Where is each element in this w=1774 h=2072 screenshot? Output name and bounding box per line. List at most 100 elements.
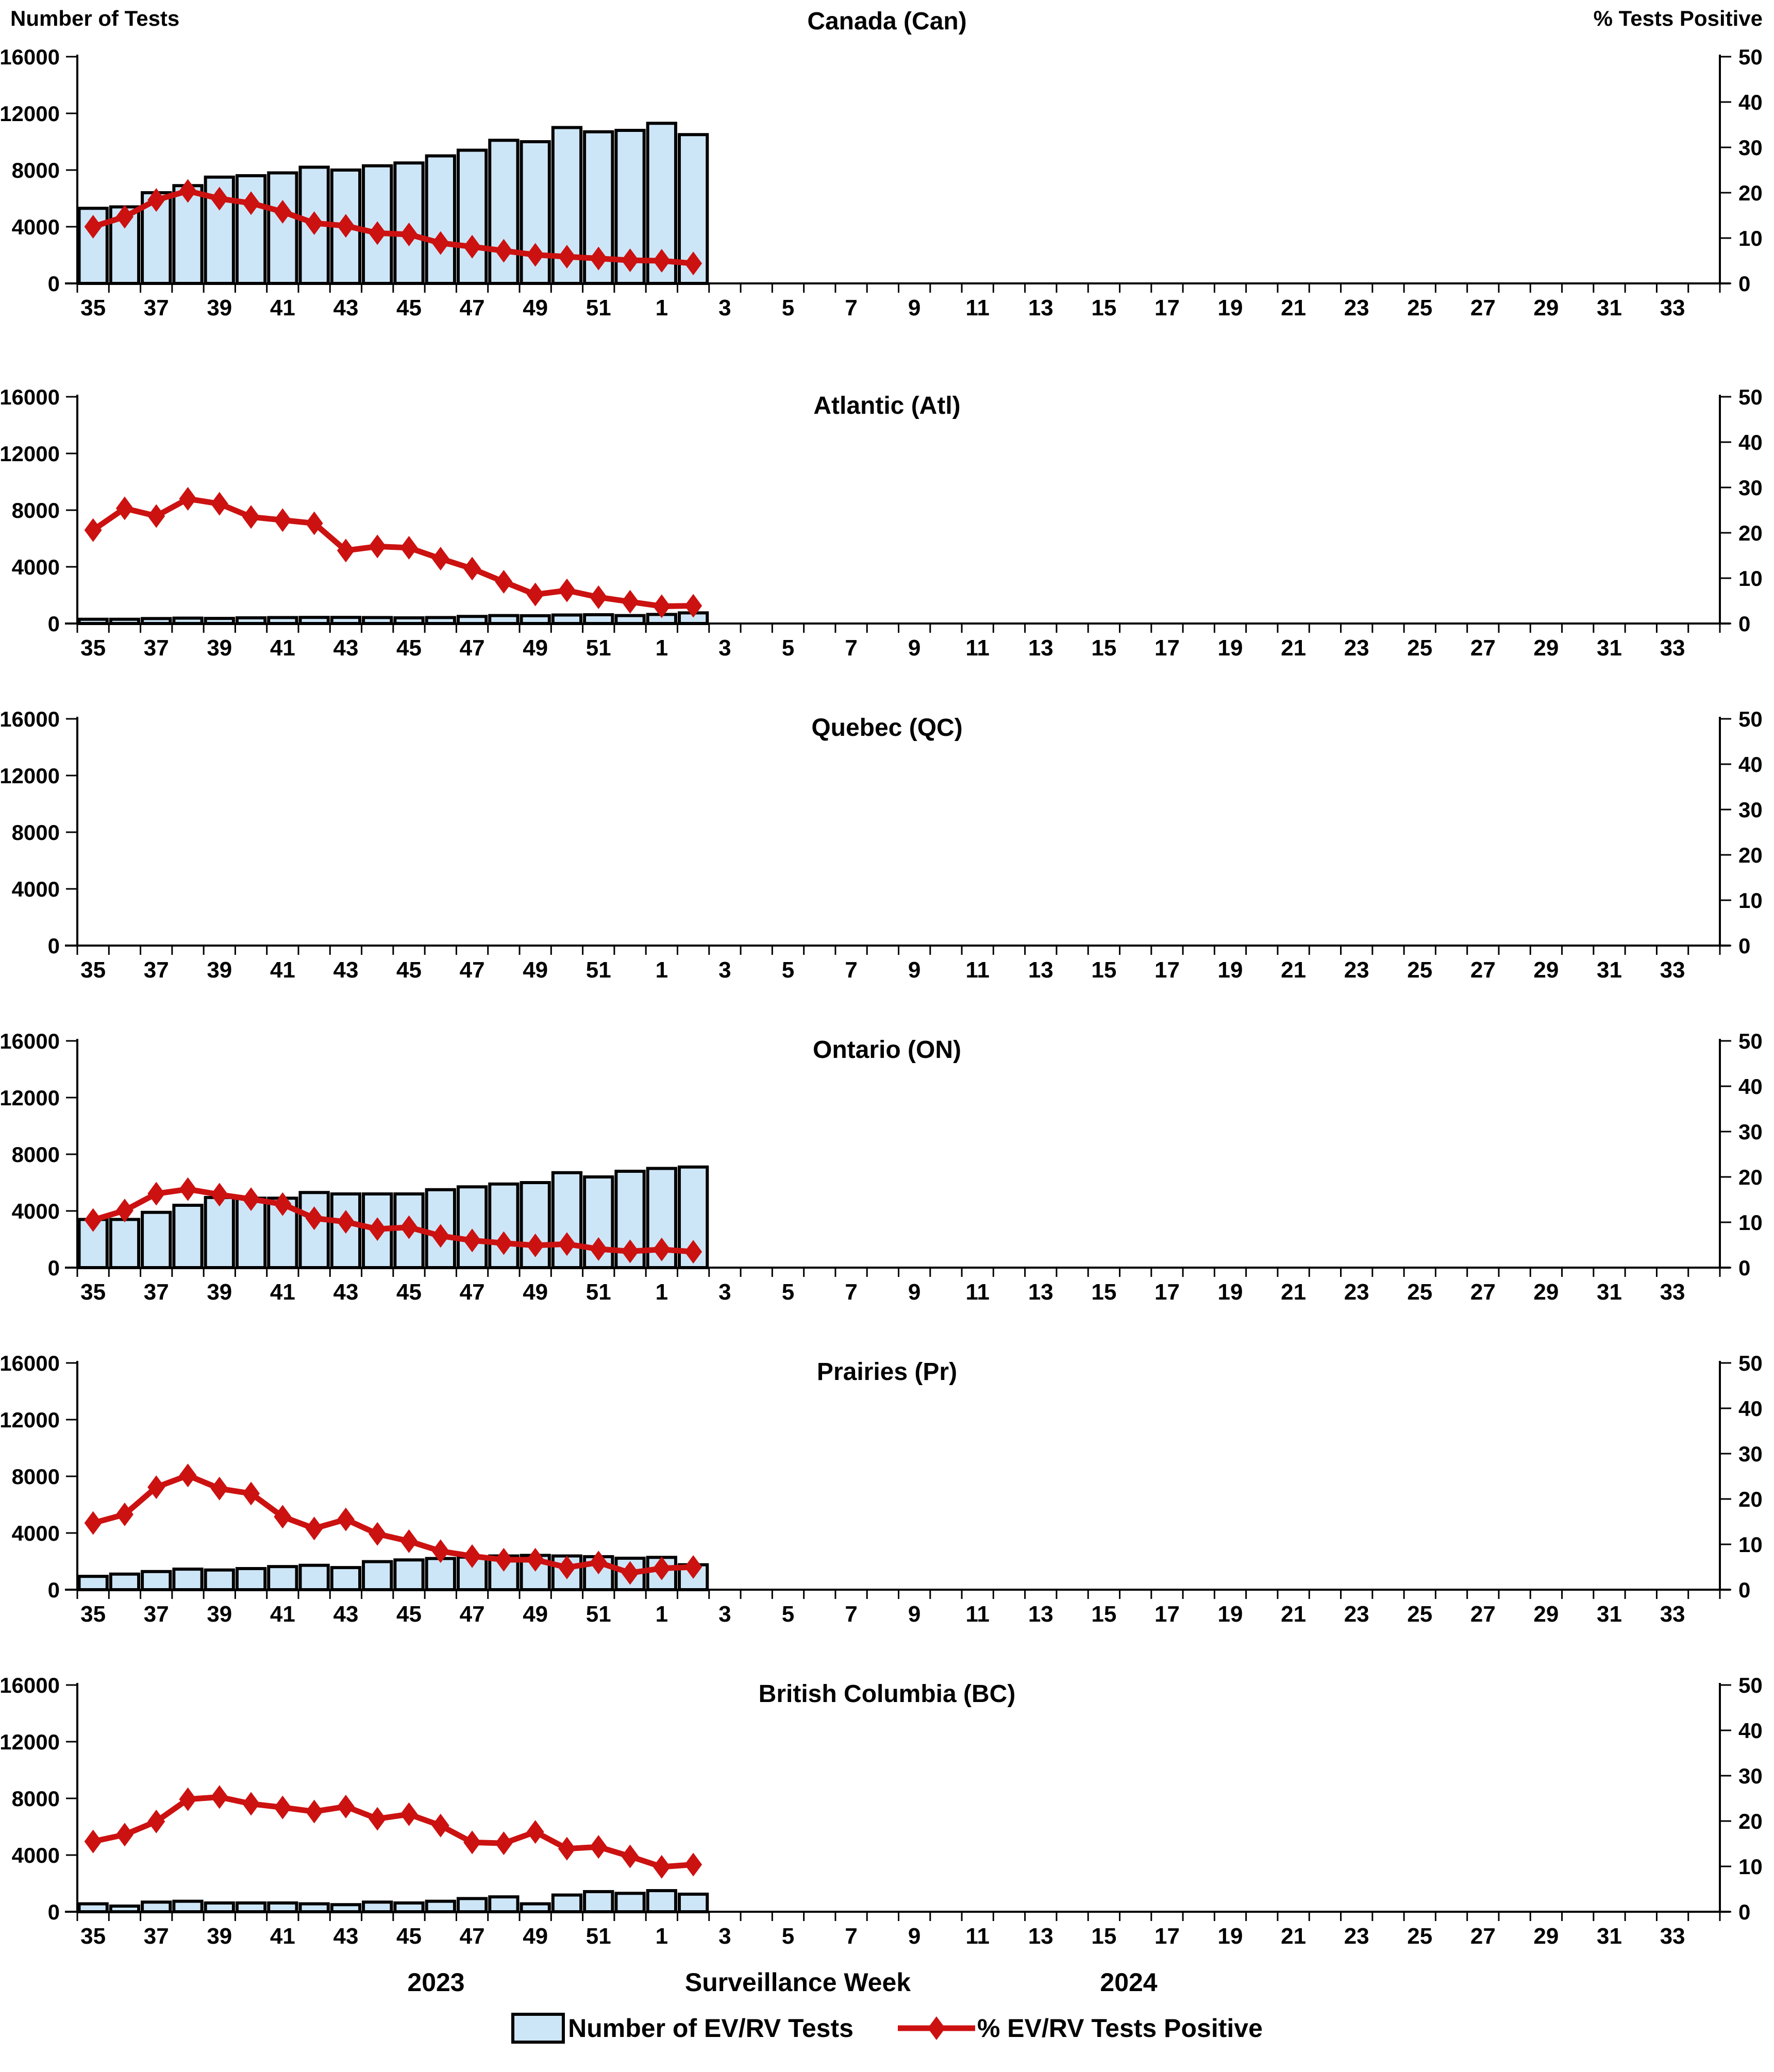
svg-text:23: 23: [1344, 635, 1369, 661]
svg-text:31: 31: [1597, 957, 1622, 983]
positive-legend-marker: [897, 2016, 975, 2040]
svg-text:3: 3: [718, 295, 731, 321]
svg-text:45: 45: [396, 635, 422, 661]
svg-text:4000: 4000: [12, 1521, 60, 1545]
svg-text:29: 29: [1533, 635, 1559, 661]
svg-text:1: 1: [656, 1924, 668, 1949]
svg-text:31: 31: [1597, 635, 1622, 661]
svg-text:13: 13: [1028, 635, 1053, 661]
svg-text:16000: 16000: [0, 385, 60, 409]
svg-text:11: 11: [965, 957, 990, 983]
svg-text:23: 23: [1344, 957, 1369, 983]
svg-text:37: 37: [144, 635, 169, 661]
svg-text:47: 47: [460, 1279, 485, 1305]
svg-text:0: 0: [48, 1900, 60, 1924]
svg-text:23: 23: [1344, 295, 1369, 321]
svg-text:4000: 4000: [12, 215, 60, 239]
svg-text:3: 3: [718, 1602, 731, 1627]
svg-text:39: 39: [207, 635, 232, 661]
svg-text:10: 10: [1738, 888, 1763, 913]
svg-text:10: 10: [1738, 1532, 1763, 1557]
svg-text:7: 7: [845, 295, 857, 321]
svg-text:12000: 12000: [0, 102, 60, 126]
svg-text:49: 49: [523, 1602, 548, 1627]
svg-text:3: 3: [718, 635, 731, 661]
svg-text:43: 43: [333, 295, 358, 321]
panel-title-ontario: Ontario (ON): [813, 1036, 961, 1064]
svg-text:21: 21: [1281, 1924, 1306, 1949]
svg-text:30: 30: [1738, 1442, 1763, 1466]
svg-text:21: 21: [1281, 1602, 1306, 1627]
year-label-2023: 2023: [407, 1968, 465, 1997]
svg-text:4000: 4000: [12, 1199, 60, 1223]
svg-text:15: 15: [1091, 957, 1116, 983]
svg-text:51: 51: [586, 1924, 611, 1949]
svg-text:0: 0: [1738, 272, 1750, 296]
svg-text:49: 49: [523, 635, 548, 661]
svg-text:13: 13: [1028, 295, 1053, 321]
panel-title-atlantic: Atlantic (Atl): [813, 392, 961, 419]
svg-text:0: 0: [48, 1256, 60, 1280]
svg-text:15: 15: [1091, 295, 1116, 321]
svg-text:1: 1: [656, 635, 668, 661]
svg-text:30: 30: [1738, 136, 1763, 160]
svg-text:33: 33: [1660, 1924, 1685, 1949]
svg-text:3: 3: [718, 1279, 731, 1305]
svg-text:7: 7: [845, 1602, 857, 1627]
svg-text:17: 17: [1154, 1279, 1180, 1305]
svg-text:5: 5: [782, 295, 794, 321]
svg-text:47: 47: [460, 1924, 485, 1949]
svg-text:50: 50: [1738, 1029, 1763, 1053]
svg-text:8000: 8000: [12, 498, 60, 523]
svg-text:49: 49: [523, 1924, 548, 1949]
svg-text:33: 33: [1660, 635, 1685, 661]
svg-text:25: 25: [1407, 957, 1432, 983]
svg-text:41: 41: [270, 1924, 295, 1949]
svg-text:9: 9: [908, 1602, 921, 1627]
svg-text:1: 1: [656, 295, 668, 321]
legend: Number of EV/RV Tests % EV/RV Tests Posi…: [0, 2013, 1774, 2044]
svg-text:20: 20: [1738, 181, 1763, 205]
svg-text:37: 37: [144, 1602, 169, 1627]
svg-text:35: 35: [80, 1279, 106, 1305]
svg-text:16000: 16000: [0, 1673, 60, 1697]
svg-text:11: 11: [965, 1602, 990, 1627]
svg-text:51: 51: [586, 635, 611, 661]
svg-text:7: 7: [845, 635, 857, 661]
panel-title-quebec: Quebec (QC): [811, 714, 963, 742]
svg-text:25: 25: [1407, 1924, 1432, 1949]
svg-text:7: 7: [845, 957, 857, 983]
svg-text:19: 19: [1218, 1279, 1243, 1305]
svg-text:17: 17: [1154, 295, 1180, 321]
svg-text:39: 39: [207, 1924, 232, 1949]
panel-title-canada: Canada (Can): [807, 8, 967, 35]
svg-text:10: 10: [1738, 566, 1763, 591]
svg-text:12000: 12000: [0, 1086, 60, 1110]
svg-text:51: 51: [586, 295, 611, 321]
svg-text:10: 10: [1738, 226, 1763, 250]
svg-text:9: 9: [908, 957, 921, 983]
svg-text:21: 21: [1281, 295, 1306, 321]
svg-text:50: 50: [1738, 1673, 1763, 1697]
x-axis-title: Surveillance Week: [684, 1968, 911, 1997]
svg-text:37: 37: [144, 1924, 169, 1949]
svg-text:25: 25: [1407, 1602, 1432, 1627]
svg-text:0: 0: [1738, 1256, 1750, 1280]
svg-text:5: 5: [782, 635, 794, 661]
svg-text:3: 3: [718, 957, 731, 983]
svg-text:0: 0: [1738, 1900, 1750, 1924]
svg-text:41: 41: [270, 1602, 295, 1627]
svg-text:50: 50: [1738, 1351, 1763, 1375]
svg-text:40: 40: [1738, 1074, 1763, 1099]
svg-text:35: 35: [80, 1602, 106, 1627]
svg-text:41: 41: [270, 635, 295, 661]
svg-text:16000: 16000: [0, 45, 60, 69]
svg-text:10: 10: [1738, 1855, 1763, 1879]
svg-text:47: 47: [460, 295, 485, 321]
svg-text:1: 1: [656, 1279, 668, 1305]
